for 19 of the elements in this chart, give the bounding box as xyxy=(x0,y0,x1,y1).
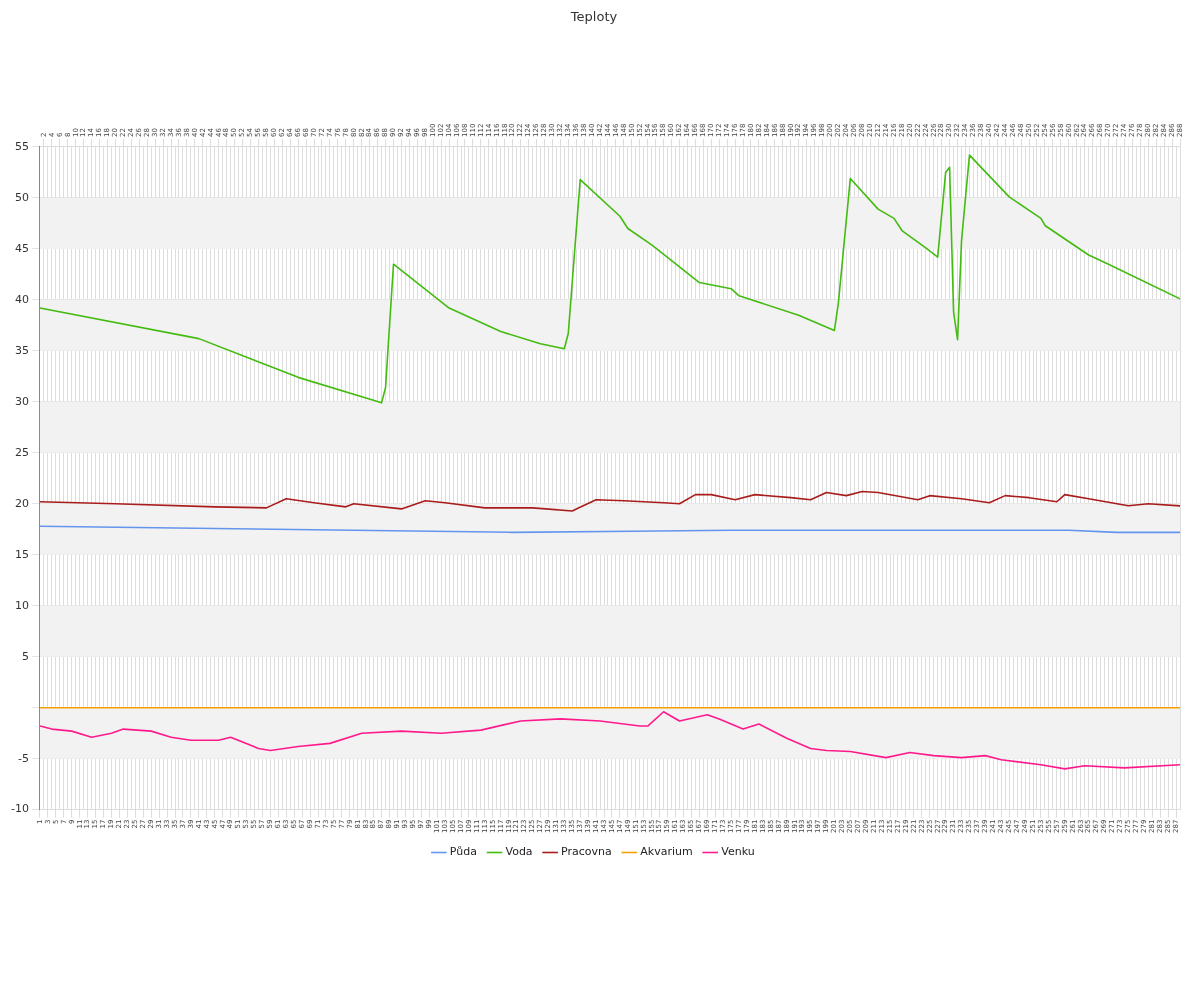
y-tick-label: 20 xyxy=(14,496,29,510)
y-tick-label: 5 xyxy=(21,649,29,663)
legend-label: Venku xyxy=(721,845,755,859)
y-tick-label: 35 xyxy=(14,343,29,357)
legend-label: Voda xyxy=(505,845,533,859)
legend-label: Pracovna xyxy=(561,845,612,859)
y-tick-label: -5 xyxy=(18,751,29,765)
chart-title: Teploty xyxy=(569,9,618,25)
y-tick-label: 40 xyxy=(14,292,29,306)
y-tick-label: 30 xyxy=(14,394,29,408)
y-tick-label: 25 xyxy=(14,445,29,459)
legend-label: Akvarium xyxy=(640,845,693,859)
y-tick-label: 55 xyxy=(14,139,29,153)
y-tick-label: 45 xyxy=(14,241,29,255)
y-tick-label: 15 xyxy=(14,547,29,561)
y-tick-label: 10 xyxy=(14,598,29,612)
y-tick-label: -10 xyxy=(11,802,29,816)
y-tick-label: 50 xyxy=(14,190,29,204)
legend-label: Půda xyxy=(449,845,477,859)
